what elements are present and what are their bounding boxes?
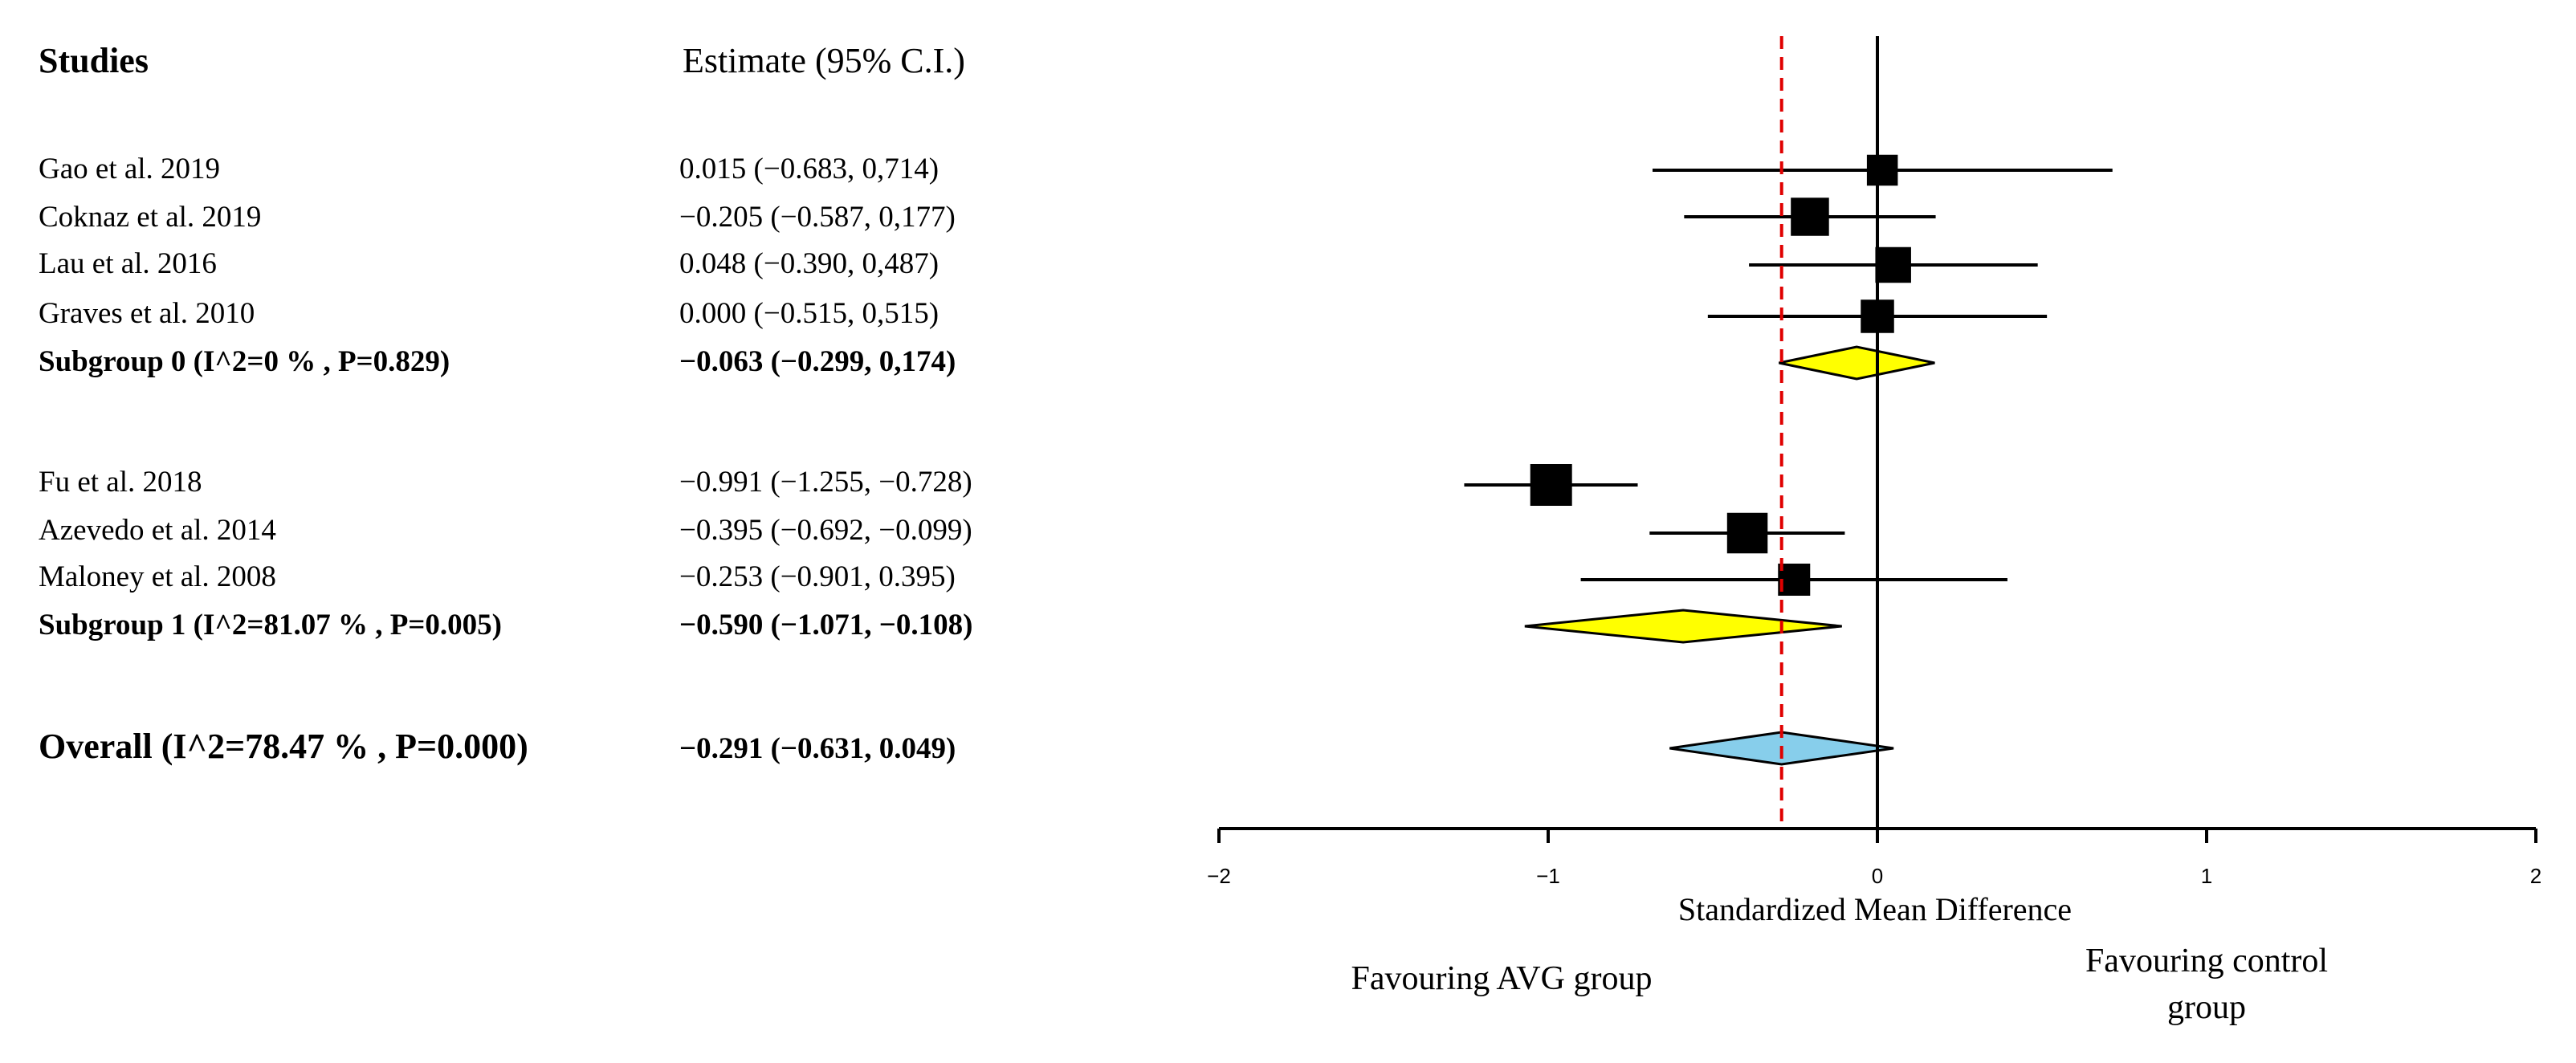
overall-label: Overall (I^2=78.47 % , P=0.000) — [39, 727, 528, 766]
x-tick-label: 0 — [1872, 864, 1883, 888]
rows-layer: Gao et al. 2019 0.015 (−0.683, 0,714) Cokn… — [39, 153, 972, 766]
subgroup-diamond — [1779, 345, 1935, 381]
study-point-marker — [1866, 154, 1898, 186]
overall-estimate-text: −0.291 (−0.631, 0.049) — [679, 732, 956, 765]
x-tick-label: 1 — [2201, 864, 2212, 888]
favouring-right-label-line2: group — [2167, 989, 2246, 1026]
x-axis-label: Standardized Mean Difference — [1678, 891, 2072, 927]
study-point-marker — [1778, 564, 1811, 596]
study-estimate-text: 0.000 (−0.515, 0,515) — [679, 297, 939, 330]
studies-header: Studies — [39, 41, 149, 80]
x-tick-label: 2 — [2530, 864, 2541, 888]
study-point-marker — [1875, 246, 1911, 283]
ticks-layer: −2 −1 0 1 2 — [1207, 829, 2541, 888]
subgroup-estimate-text: −0.063 (−0.299, 0,174) — [679, 345, 956, 378]
x-tick-label: −1 — [1536, 864, 1560, 888]
study-point-marker — [1791, 198, 1829, 236]
plot-layer — [1464, 154, 2113, 766]
study-label: Lau et al. 2016 — [39, 247, 217, 280]
subgroup-diamond — [1524, 609, 1842, 644]
favouring-left-label: Favouring AVG group — [1351, 960, 1653, 997]
subgroup-estimate-text: −0.590 (−1.071, −0.108) — [679, 609, 972, 641]
favouring-right-label-line1: Favouring control — [2085, 943, 2328, 980]
study-estimate-text: −0.253 (−0.901, 0.395) — [679, 560, 956, 593]
study-label: Gao et al. 2019 — [39, 153, 220, 185]
subgroup-label: Subgroup 1 (I^2=81.07 % , P=0.005) — [39, 609, 502, 641]
subgroup-label: Subgroup 0 (I^2=0 % , P=0.829) — [39, 345, 450, 378]
study-label: Maloney et al. 2008 — [39, 560, 276, 593]
study-label: Graves et al. 2010 — [39, 297, 255, 330]
estimate-header: Estimate (95% C.I.) — [683, 41, 965, 80]
study-estimate-text: −0.395 (−0.692, −0.099) — [679, 514, 972, 547]
study-label: Fu et al. 2018 — [39, 466, 202, 499]
study-estimate-text: −0.205 (−0.587, 0,177) — [679, 201, 956, 234]
study-estimate-text: 0.048 (−0.390, 0,487) — [679, 247, 939, 280]
study-label: Coknaz et al. 2019 — [39, 201, 261, 234]
x-tick-label: −2 — [1207, 864, 1231, 888]
study-point-marker — [1530, 464, 1572, 506]
study-label: Azevedo et al. 2014 — [39, 514, 276, 547]
study-estimate-text: −0.991 (−1.255, −0.728) — [679, 466, 972, 499]
study-point-marker — [1726, 512, 1768, 554]
study-estimate-text: 0.015 (−0.683, 0,714) — [679, 153, 939, 185]
